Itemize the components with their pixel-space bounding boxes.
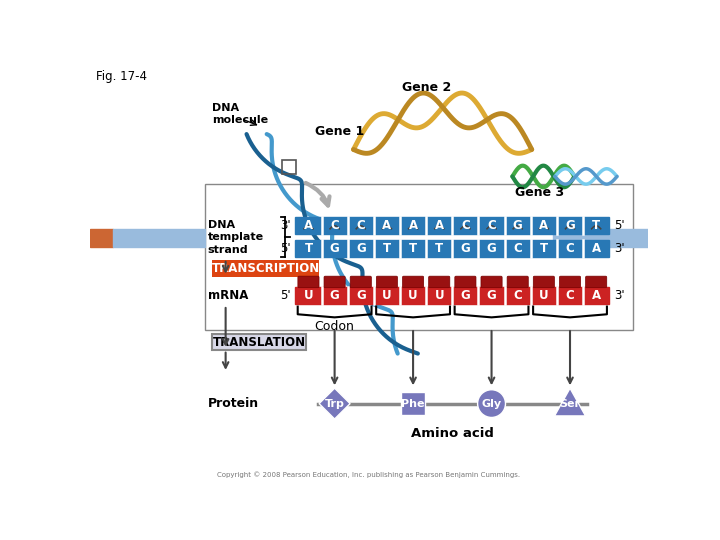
- Text: C: C: [356, 219, 365, 232]
- Text: G: G: [513, 219, 523, 232]
- FancyBboxPatch shape: [481, 276, 502, 288]
- Text: Phe: Phe: [401, 399, 425, 409]
- Text: TRANSLATION: TRANSLATION: [212, 335, 305, 348]
- Text: U: U: [408, 288, 418, 301]
- Text: Protein: Protein: [208, 397, 259, 410]
- Bar: [90, 229, 113, 247]
- Text: Gene 2: Gene 2: [402, 82, 451, 94]
- Text: C: C: [566, 242, 575, 255]
- FancyBboxPatch shape: [534, 276, 554, 288]
- Bar: [554, 229, 648, 247]
- Polygon shape: [319, 388, 350, 419]
- Text: U: U: [382, 288, 392, 301]
- FancyBboxPatch shape: [377, 276, 397, 288]
- Text: T: T: [435, 242, 444, 255]
- Text: DNA
molecule: DNA molecule: [212, 103, 268, 125]
- Text: G: G: [356, 288, 366, 301]
- Bar: [295, 287, 609, 303]
- FancyBboxPatch shape: [204, 184, 632, 330]
- FancyBboxPatch shape: [212, 334, 306, 350]
- Text: Amino acid: Amino acid: [411, 427, 494, 440]
- Text: 3': 3': [614, 288, 624, 301]
- FancyBboxPatch shape: [298, 276, 319, 288]
- Text: A: A: [435, 219, 444, 232]
- Text: U: U: [304, 288, 313, 301]
- Text: Fig. 17-4: Fig. 17-4: [96, 70, 147, 83]
- Text: 5': 5': [280, 242, 291, 255]
- Text: Copyright © 2008 Pearson Education, Inc. publishing as Pearson Benjamin Cummings: Copyright © 2008 Pearson Education, Inc.…: [217, 471, 521, 478]
- Text: C: C: [487, 219, 496, 232]
- Text: U: U: [539, 288, 549, 301]
- Text: A: A: [539, 219, 549, 232]
- Text: T: T: [540, 242, 548, 255]
- Text: 5': 5': [280, 288, 291, 301]
- Text: mRNA: mRNA: [208, 288, 248, 301]
- Text: C: C: [513, 242, 522, 255]
- Text: U: U: [434, 288, 444, 301]
- Text: G: G: [461, 242, 470, 255]
- Text: Gene 3: Gene 3: [515, 186, 564, 199]
- Polygon shape: [554, 388, 585, 416]
- FancyBboxPatch shape: [212, 260, 320, 276]
- Text: T: T: [592, 219, 600, 232]
- FancyBboxPatch shape: [455, 276, 476, 288]
- Text: Trp: Trp: [325, 399, 345, 409]
- Text: G: G: [487, 242, 496, 255]
- Text: G: G: [487, 288, 496, 301]
- Text: T: T: [305, 242, 312, 255]
- Text: C: C: [566, 288, 575, 301]
- Text: A: A: [408, 219, 418, 232]
- Text: G: G: [565, 219, 575, 232]
- FancyBboxPatch shape: [585, 276, 607, 288]
- Text: 3': 3': [614, 242, 624, 255]
- Bar: [282, 160, 296, 174]
- Text: 5': 5': [614, 219, 624, 232]
- Text: A: A: [382, 219, 392, 232]
- Text: DNA
template
strand: DNA template strand: [208, 220, 264, 255]
- Text: A: A: [592, 242, 600, 255]
- Circle shape: [477, 390, 505, 417]
- Text: G: G: [356, 242, 366, 255]
- FancyBboxPatch shape: [324, 276, 345, 288]
- FancyBboxPatch shape: [559, 276, 580, 288]
- Text: T: T: [383, 242, 391, 255]
- Text: C: C: [330, 219, 339, 232]
- Text: Codon: Codon: [315, 320, 354, 333]
- Text: 3': 3': [280, 219, 291, 232]
- Text: Ser: Ser: [559, 399, 580, 409]
- FancyBboxPatch shape: [507, 276, 528, 288]
- FancyBboxPatch shape: [428, 276, 450, 288]
- Text: T: T: [409, 242, 417, 255]
- Text: G: G: [461, 288, 470, 301]
- Bar: [295, 217, 609, 234]
- Bar: [113, 229, 204, 247]
- Text: TRANSCRIPTION: TRANSCRIPTION: [212, 261, 320, 274]
- Text: A: A: [304, 219, 313, 232]
- FancyBboxPatch shape: [350, 276, 372, 288]
- Text: G: G: [330, 242, 340, 255]
- Text: A: A: [592, 288, 600, 301]
- Text: Gene 1: Gene 1: [315, 125, 364, 138]
- Bar: [400, 392, 426, 415]
- Text: Gly: Gly: [482, 399, 502, 409]
- FancyBboxPatch shape: [402, 276, 423, 288]
- Bar: [295, 240, 609, 257]
- Text: C: C: [461, 219, 469, 232]
- Text: G: G: [330, 288, 340, 301]
- Text: C: C: [513, 288, 522, 301]
